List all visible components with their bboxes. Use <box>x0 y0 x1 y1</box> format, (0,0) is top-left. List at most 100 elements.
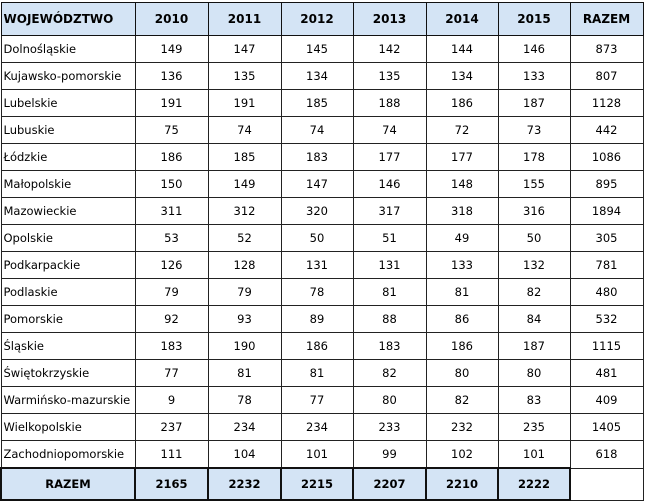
year-value-2011: 191 <box>207 89 282 117</box>
year-value-2013: 317 <box>352 197 427 225</box>
year-value-2012: 50 <box>280 224 354 252</box>
year-value-2012: 234 <box>280 413 354 441</box>
table-row: Zachodniopomorskie 111 104 101 99 102 101 618 <box>0 440 644 469</box>
year-value-2013: 82 <box>352 359 427 387</box>
voivodeship-name: Zachodniopomorskie <box>0 440 136 469</box>
year-value-2014: 49 <box>425 224 499 252</box>
year-value-2010: 191 <box>134 89 209 117</box>
year-value-2011: 185 <box>207 143 282 171</box>
year-value-2011: 74 <box>207 116 282 144</box>
year-value-2014: 72 <box>425 116 499 144</box>
year-value-2010: 126 <box>134 251 209 279</box>
row-total: 442 <box>569 116 644 144</box>
footer-total-2010: 2165 <box>134 467 209 501</box>
year-value-2011: 52 <box>207 224 282 252</box>
header-row: WOJEWÓDZTWO 2010 2011 2012 2013 2014 201… <box>0 2 644 36</box>
year-value-2015: 146 <box>497 35 571 63</box>
year-value-2011: 79 <box>207 278 282 306</box>
table-row: Warmińsko-mazurskie 9 78 77 80 82 83 409 <box>0 386 644 414</box>
row-total: 1128 <box>569 89 644 117</box>
year-value-2013: 183 <box>352 332 427 360</box>
footer-empty-cell <box>569 467 644 501</box>
table-row: Opolskie 53 52 50 51 49 50 305 <box>0 224 644 252</box>
year-value-2015: 187 <box>497 332 571 360</box>
year-value-2010: 237 <box>134 413 209 441</box>
row-total: 481 <box>569 359 644 387</box>
table-row: Kujawsko-pomorskie 136 135 134 135 134 133 807 <box>0 62 644 90</box>
year-value-2012: 183 <box>280 143 354 171</box>
year-value-2012: 101 <box>280 440 354 469</box>
row-total: 409 <box>569 386 644 414</box>
year-value-2010: 53 <box>134 224 209 252</box>
year-value-2015: 83 <box>497 386 571 414</box>
year-value-2011: 78 <box>207 386 282 414</box>
year-value-2011: 149 <box>207 170 282 198</box>
year-value-2013: 88 <box>352 305 427 333</box>
year-value-2015: 235 <box>497 413 571 441</box>
year-value-2010: 311 <box>134 197 209 225</box>
year-value-2011: 93 <box>207 305 282 333</box>
column-header-2013: 2013 <box>352 2 427 36</box>
voivodeship-name: Małopolskie <box>0 170 136 198</box>
row-total: 1405 <box>569 413 644 441</box>
voivodeship-name: Opolskie <box>0 224 136 252</box>
row-total: 873 <box>569 35 644 63</box>
year-value-2010: 183 <box>134 332 209 360</box>
footer-total-2014: 2210 <box>425 467 499 501</box>
year-value-2013: 131 <box>352 251 427 279</box>
table-row: Łódzkie 186 185 183 177 177 178 1086 <box>0 143 644 171</box>
year-value-2010: 150 <box>134 170 209 198</box>
row-total: 895 <box>569 170 644 198</box>
year-value-2013: 177 <box>352 143 427 171</box>
voivodeship-name: Łódzkie <box>0 143 136 171</box>
year-value-2011: 135 <box>207 62 282 90</box>
row-total: 480 <box>569 278 644 306</box>
year-value-2012: 185 <box>280 89 354 117</box>
table-row: Podlaskie 79 79 78 81 81 82 480 <box>0 278 644 306</box>
footer-row: RAZEM 2165 2232 2215 2207 2210 2222 <box>0 467 644 501</box>
row-total: 781 <box>569 251 644 279</box>
year-value-2015: 187 <box>497 89 571 117</box>
voivodeship-name: Lubuskie <box>0 116 136 144</box>
year-value-2011: 234 <box>207 413 282 441</box>
footer-total-2011: 2232 <box>207 467 282 501</box>
year-value-2012: 131 <box>280 251 354 279</box>
year-value-2013: 146 <box>352 170 427 198</box>
year-value-2014: 81 <box>425 278 499 306</box>
year-value-2014: 80 <box>425 359 499 387</box>
table-row: Małopolskie 150 149 147 146 148 155 895 <box>0 170 644 198</box>
year-value-2010: 79 <box>134 278 209 306</box>
column-header-2010: 2010 <box>134 2 209 36</box>
year-value-2012: 77 <box>280 386 354 414</box>
footer-total-2013: 2207 <box>352 467 427 501</box>
column-header-total: RAZEM <box>569 2 644 36</box>
year-value-2013: 80 <box>352 386 427 414</box>
year-value-2010: 111 <box>134 440 209 469</box>
year-value-2010: 75 <box>134 116 209 144</box>
year-value-2014: 177 <box>425 143 499 171</box>
year-value-2013: 142 <box>352 35 427 63</box>
year-value-2015: 73 <box>497 116 571 144</box>
table-row: Pomorskie 92 93 89 88 86 84 532 <box>0 305 644 333</box>
year-value-2012: 147 <box>280 170 354 198</box>
year-value-2015: 155 <box>497 170 571 198</box>
year-value-2015: 80 <box>497 359 571 387</box>
year-value-2011: 81 <box>207 359 282 387</box>
year-value-2012: 145 <box>280 35 354 63</box>
year-value-2013: 51 <box>352 224 427 252</box>
year-value-2013: 233 <box>352 413 427 441</box>
year-value-2011: 147 <box>207 35 282 63</box>
column-header-voivodeship: WOJEWÓDZTWO <box>0 2 136 36</box>
voivodeship-name: Kujawsko-pomorskie <box>0 62 136 90</box>
row-total: 807 <box>569 62 644 90</box>
year-value-2015: 101 <box>497 440 571 469</box>
year-value-2012: 81 <box>280 359 354 387</box>
voivodeship-name: Lubelskie <box>0 89 136 117</box>
voivodeship-name: Podkarpackie <box>0 251 136 279</box>
voivodeship-name: Pomorskie <box>0 305 136 333</box>
year-value-2010: 149 <box>134 35 209 63</box>
year-value-2012: 74 <box>280 116 354 144</box>
year-value-2010: 77 <box>134 359 209 387</box>
year-value-2015: 133 <box>497 62 571 90</box>
year-value-2014: 148 <box>425 170 499 198</box>
